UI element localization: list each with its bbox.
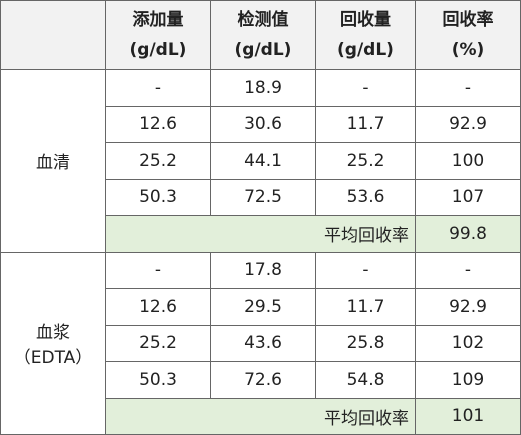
data-cell: 107 (415, 178, 521, 216)
data-row: 血清 -18.9- - (0, 69, 521, 253)
group-label: 血清 (36, 153, 70, 174)
header-line: 回收量 (340, 10, 391, 30)
average-row: 平均回收率 99.8 (1, 215, 521, 253)
average-label: 平均回收率 (105, 397, 416, 435)
data-cell: 50.3 (105, 178, 211, 216)
data-cell: 25.8 (315, 324, 416, 362)
data-cell: 44.1 (210, 142, 316, 180)
data-cell: 54.8 (315, 361, 416, 399)
data-cell: 17.8 (210, 251, 316, 289)
data-cell: 25.2 (105, 324, 211, 362)
data-row: 25.2 43.6 25.8 102 (1, 324, 521, 362)
group-label: （EDTA） (13, 348, 93, 369)
header-line: (g/dL) (337, 40, 394, 60)
data-cell: 109 (415, 361, 521, 399)
data-cell: 11.7 (315, 105, 416, 143)
data-cell: 72.5 (210, 178, 316, 216)
data-row: 12.6 29.5 11.7 92.9 (1, 288, 521, 326)
data-cell: 50.3 (105, 361, 211, 399)
header-cell: 添加量 (g/dL) (105, 0, 211, 70)
data-cell: 25.2 (315, 142, 416, 180)
average-value: 99.8 (415, 215, 521, 253)
header-line: (g/dL) (234, 40, 292, 60)
data-cell: 72.6 (210, 361, 316, 399)
data-cell: 18.9 (210, 69, 316, 107)
data-row: 25.2 44.1 25.2 100 (1, 142, 521, 180)
data-cell: - (315, 69, 416, 107)
data-cell: - (415, 69, 521, 107)
data-cell: 43.6 (210, 324, 316, 362)
data-cell: - (105, 69, 211, 107)
group-label-cell: 血浆 （EDTA） (0, 251, 106, 435)
average-row: 平均回收率 101 (1, 397, 521, 435)
data-cell: 92.9 (415, 288, 521, 326)
header-row: 添加量 (g/dL) 检测值 (g/dL) 回收量 (g/dL) 回收率 (%) (0, 0, 521, 70)
header-cell: 回收量 (g/dL) (315, 0, 416, 70)
data-row: 50.3 72.6 54.8 109 (1, 361, 521, 399)
data-cell: 25.2 (105, 142, 211, 180)
header-line: 添加量 (132, 10, 184, 30)
header-cell: 回收率 (%) (415, 0, 521, 70)
table-body: 血清 -18.9- -12.6 30.6 11.7 92.9 25.2 44.1 25.2 100… (0, 69, 521, 435)
average-label: 平均回收率 (105, 215, 416, 253)
data-cell: 30.6 (210, 105, 316, 143)
group-label-cell: 血清 (0, 69, 106, 253)
data-cell: - (315, 251, 416, 289)
data-row: 50.3 72.5 53.6 107 (1, 178, 521, 216)
data-cell: 92.9 (415, 105, 521, 143)
data-cell: 12.6 (105, 105, 211, 143)
data-cell: 12.6 (105, 288, 211, 326)
data-cell: 11.7 (315, 288, 416, 326)
average-value: 101 (415, 397, 521, 435)
data-cell: 102 (415, 324, 521, 362)
header-cell: 检测值 (g/dL) (210, 0, 316, 70)
data-row: 12.6 30.6 11.7 92.9 (1, 105, 521, 143)
data-cell: 53.6 (315, 178, 416, 216)
data-row: 血浆 （EDTA） -17.8- - (0, 251, 521, 435)
header-line: (%) (451, 40, 485, 60)
corner-cell (0, 0, 106, 70)
data-cell: 29.5 (210, 288, 316, 326)
header-line: 回收率 (442, 10, 494, 30)
data-cell: - (415, 251, 521, 289)
data-cell: 100 (415, 142, 521, 180)
header-line: (g/dL) (129, 40, 187, 60)
group-label: 血浆 (36, 323, 70, 344)
header-line: 检测值 (237, 10, 289, 30)
data-cell: - (105, 251, 211, 289)
